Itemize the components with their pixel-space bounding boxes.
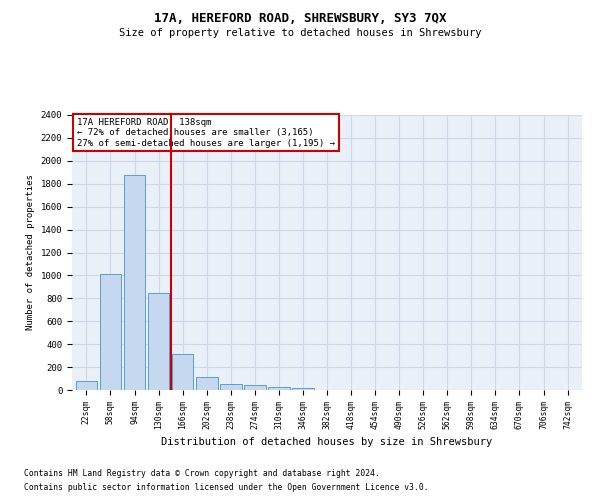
Bar <box>268 387 290 390</box>
Bar <box>196 378 218 390</box>
Bar <box>244 386 266 390</box>
Text: 17A, HEREFORD ROAD, SHREWSBURY, SY3 7QX: 17A, HEREFORD ROAD, SHREWSBURY, SY3 7QX <box>154 12 446 26</box>
Text: Contains HM Land Registry data © Crown copyright and database right 2024.: Contains HM Land Registry data © Crown c… <box>24 468 380 477</box>
Bar <box>76 381 97 390</box>
Bar <box>292 388 314 390</box>
X-axis label: Distribution of detached houses by size in Shrewsbury: Distribution of detached houses by size … <box>161 438 493 448</box>
Text: 17A HEREFORD ROAD: 138sqm
← 72% of detached houses are smaller (3,165)
27% of se: 17A HEREFORD ROAD: 138sqm ← 72% of detac… <box>77 118 335 148</box>
Y-axis label: Number of detached properties: Number of detached properties <box>26 174 35 330</box>
Text: Size of property relative to detached houses in Shrewsbury: Size of property relative to detached ho… <box>119 28 481 38</box>
Bar <box>172 354 193 390</box>
Bar <box>148 292 169 390</box>
Bar <box>124 174 145 390</box>
Bar <box>220 384 242 390</box>
Bar <box>100 274 121 390</box>
Text: Contains public sector information licensed under the Open Government Licence v3: Contains public sector information licen… <box>24 484 428 492</box>
